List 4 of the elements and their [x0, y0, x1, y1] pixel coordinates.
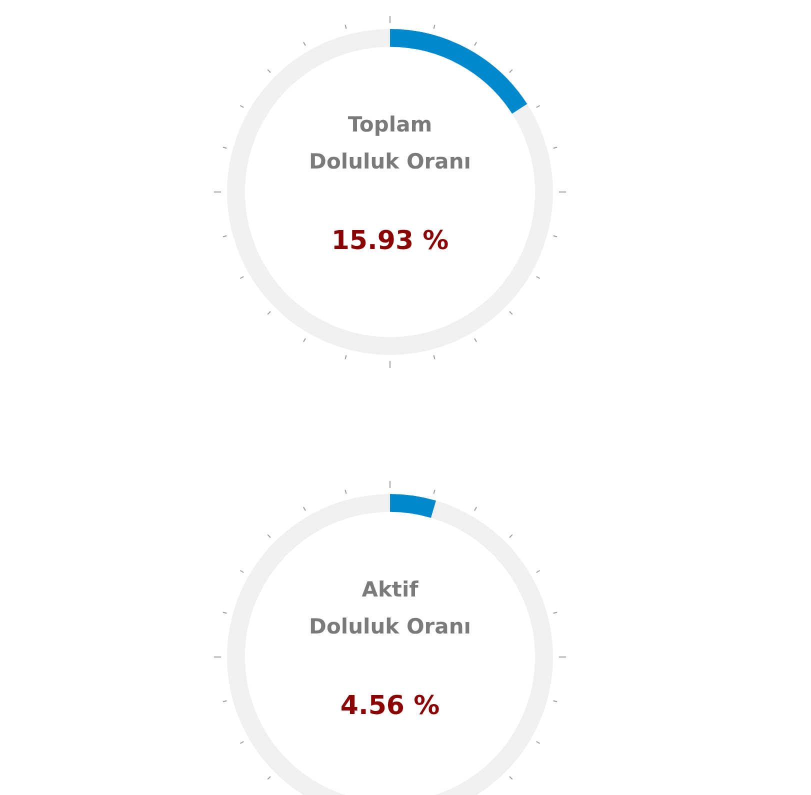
text: Aktif Doluluk Oranı: [309, 577, 471, 638]
text: 4.56 %: [340, 690, 440, 721]
text: Toplam Doluluk Oranı: [309, 112, 471, 174]
text: 15.93 %: [331, 226, 449, 256]
